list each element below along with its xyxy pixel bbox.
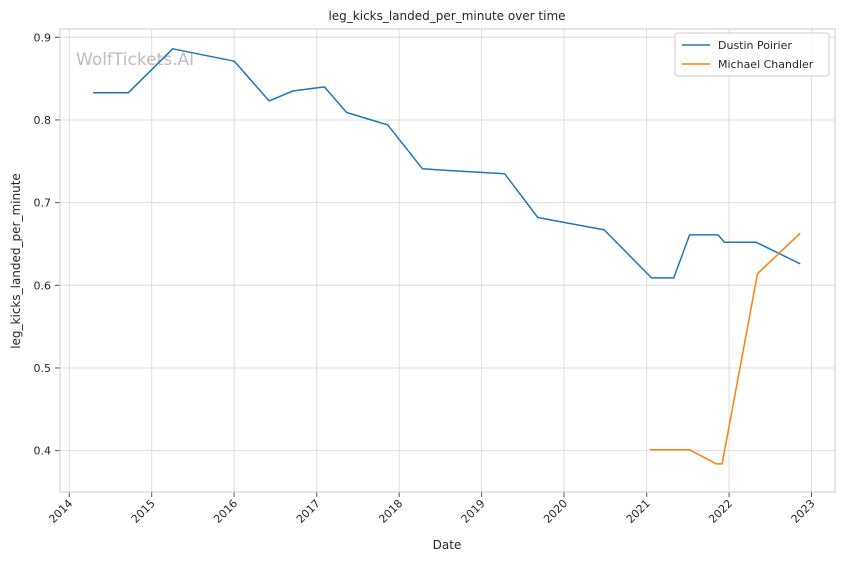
data-point-dustin-poirier <box>233 60 235 62</box>
x-tick-label: 2023 <box>789 497 818 526</box>
data-point-dustin-poirier <box>651 277 653 279</box>
data-point-dustin-poirier <box>292 90 294 92</box>
data-point-dustin-poirier <box>127 92 129 94</box>
plot-frame <box>59 28 836 493</box>
watermark: WolfTickets.AI <box>76 50 194 70</box>
series-line-dustin-poirier <box>93 48 801 279</box>
x-tick-label: 2020 <box>541 497 570 526</box>
data-point-dustin-poirier <box>268 100 270 102</box>
data-point-dustin-poirier <box>673 277 675 279</box>
data-point-dustin-poirier <box>689 234 691 236</box>
grid <box>60 29 835 492</box>
legend: Dustin Poirier Michael Chandler <box>674 32 830 77</box>
data-point-dustin-poirier <box>723 241 725 243</box>
data-point-michael-chandler <box>757 273 759 275</box>
legend-label-dustin-poirier: Dustin Poirier <box>718 39 792 52</box>
data-point-dustin-poirier <box>755 241 757 243</box>
x-tick-label: 2016 <box>211 497 240 526</box>
y-tick-label: 0.7 <box>34 197 52 210</box>
x-tick-label: 2018 <box>376 497 405 526</box>
data-point-dustin-poirier <box>717 234 719 236</box>
data-point-dustin-poirier <box>603 229 605 231</box>
y-tick-label: 0.5 <box>34 362 52 375</box>
x-tick-label: 2019 <box>459 497 488 526</box>
x-tick-label: 2015 <box>129 497 158 526</box>
data-point-dustin-poirier <box>387 124 389 126</box>
y-tick-label: 0.8 <box>34 114 52 127</box>
y-axis-label: leg_kicks_landed_per_minute <box>9 173 23 349</box>
x-tick-label: 2017 <box>294 497 323 526</box>
data-point-dustin-poirier <box>92 92 94 94</box>
x-axis-label: Date <box>433 538 462 552</box>
data-point-michael-chandler <box>721 463 723 465</box>
series-line-michael-chandler <box>650 232 801 465</box>
data-point-dustin-poirier <box>445 169 447 171</box>
data-point-michael-chandler <box>649 449 651 451</box>
x-axis-ticks: 2014 2015 2016 2017 2018 2019 2020 2021 2022 2023 <box>46 492 818 526</box>
data-point-dustin-poirier <box>504 173 506 175</box>
data-point-dustin-poirier <box>537 217 539 219</box>
legend-box <box>674 32 830 77</box>
y-tick-label: 0.6 <box>34 279 52 292</box>
y-tick-label: 0.9 <box>34 31 52 44</box>
data-point-dustin-poirier <box>799 263 801 265</box>
x-tick-label: 2021 <box>624 497 653 526</box>
data-point-dustin-poirier <box>346 112 348 114</box>
legend-label-michael-chandler: Michael Chandler <box>718 58 814 71</box>
chart-title: leg_kicks_landed_per_minute over time <box>328 9 565 23</box>
data-point-michael-chandler <box>715 463 717 465</box>
data-point-dustin-poirier <box>421 168 423 170</box>
x-tick-label: 2022 <box>706 497 735 526</box>
series-lines <box>92 48 801 465</box>
x-tick-label: 2014 <box>46 497 75 526</box>
y-axis-ticks: 0.4 0.5 0.6 0.7 0.8 0.9 <box>34 31 60 458</box>
y-tick-label: 0.4 <box>34 445 52 458</box>
data-point-dustin-poirier <box>323 86 325 88</box>
data-point-dustin-poirier <box>172 48 174 50</box>
data-point-michael-chandler <box>689 449 691 451</box>
data-point-michael-chandler <box>799 232 801 234</box>
